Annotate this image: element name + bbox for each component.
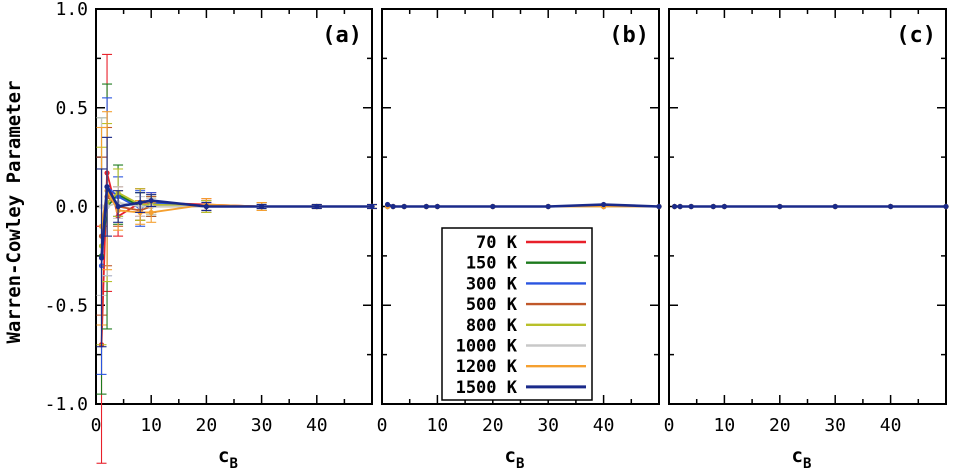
data-point: [777, 203, 783, 210]
x-tick-label: 40: [593, 415, 615, 436]
x-tick-label: 0: [664, 415, 675, 436]
x-tick-label: 30: [537, 415, 559, 436]
panel-1: -1.0 -0.5 0.0 0.5 1.0 0 10 20 30 40 cB (a): [45, 0, 377, 472]
data-point: [888, 203, 894, 210]
data-point: [384, 201, 391, 208]
data-point: [721, 203, 728, 210]
x-tick-label: 10: [714, 415, 736, 436]
data-point: [115, 203, 121, 210]
y-tick-label: 0.0: [55, 197, 88, 218]
panel-3: 0 10 20 30 40 cB (c): [664, 8, 949, 472]
data-point: [671, 203, 678, 210]
x-tick-label: 30: [251, 415, 273, 436]
x-axis-title: cB: [505, 445, 525, 472]
series-70-K: [96, 53, 377, 464]
data-point: [710, 203, 716, 210]
x-axis-title: cB: [218, 445, 238, 472]
x-tick-label: 20: [482, 415, 504, 436]
panels: -1.0 -0.5 0.0 0.5 1.0 0 10 20 30 40 cB (a) 0 10 20 30 40…: [45, 0, 949, 472]
data-point: [401, 203, 407, 210]
x-tick-label: 40: [880, 415, 902, 436]
data-point: [203, 203, 209, 210]
x-tick-label: 10: [427, 415, 449, 436]
x-tick-label: 20: [769, 415, 791, 436]
panel-label: (a): [322, 23, 362, 48]
data-point: [259, 203, 265, 210]
data-point: [137, 199, 143, 206]
data-point: [148, 197, 154, 204]
series-line: [100, 185, 372, 258]
data-point: [656, 203, 662, 210]
panel-label: (c): [896, 23, 936, 48]
panel-2: 0 10 20 30 40 cB (b): [377, 8, 662, 472]
legend-label: 150 K: [466, 254, 518, 274]
series-500-K: [96, 126, 377, 316]
legend-label: 70 K: [476, 233, 518, 253]
data-point: [369, 203, 375, 210]
panel-label: (b): [609, 23, 649, 48]
data-point: [545, 203, 551, 210]
series-1500-K: [384, 201, 662, 210]
legend-box: [441, 227, 593, 401]
y-tick-label: -0.5: [45, 295, 88, 316]
data-point: [104, 184, 110, 190]
x-axis-title: cB: [792, 445, 812, 472]
series-1200-K: [96, 111, 377, 326]
y-tick-label: 1.0: [55, 0, 88, 20]
legend-label: 300 K: [466, 274, 518, 294]
data-point: [148, 209, 154, 216]
legend-label: 800 K: [466, 316, 518, 336]
data-point: [434, 203, 440, 210]
series-1500-K: [671, 203, 949, 210]
data-point: [677, 203, 683, 210]
legend-label: 1500 K: [456, 378, 518, 398]
data-point: [98, 255, 105, 261]
series-800-K: [96, 123, 377, 346]
series-1500-K: [96, 136, 377, 348]
legend-label: 1200 K: [456, 357, 518, 377]
series-line: [100, 172, 372, 345]
x-tick-label: 30: [824, 415, 846, 436]
series-150-K: [96, 83, 377, 395]
legend-label: 1000 K: [456, 337, 518, 357]
x-tick-label: 20: [196, 415, 218, 436]
data-point: [601, 201, 607, 208]
data-point: [390, 203, 396, 210]
data-point: [490, 203, 496, 210]
x-tick-label: 0: [377, 415, 388, 436]
series-300-K: [96, 97, 377, 375]
y-axis-title: Warren-Cowley Parameter: [3, 80, 25, 343]
y-tick-label: 0.5: [55, 98, 88, 119]
y-tick-label: -1.0: [45, 394, 88, 415]
x-tick-label: 40: [306, 415, 328, 436]
data-point: [688, 203, 694, 210]
data-point: [423, 203, 429, 210]
data-point: [943, 203, 949, 210]
legend-label: 500 K: [466, 295, 518, 315]
data-point: [832, 203, 838, 210]
data-point: [314, 203, 320, 210]
x-tick-label: 0: [91, 415, 102, 436]
x-tick-label: 10: [140, 415, 162, 436]
